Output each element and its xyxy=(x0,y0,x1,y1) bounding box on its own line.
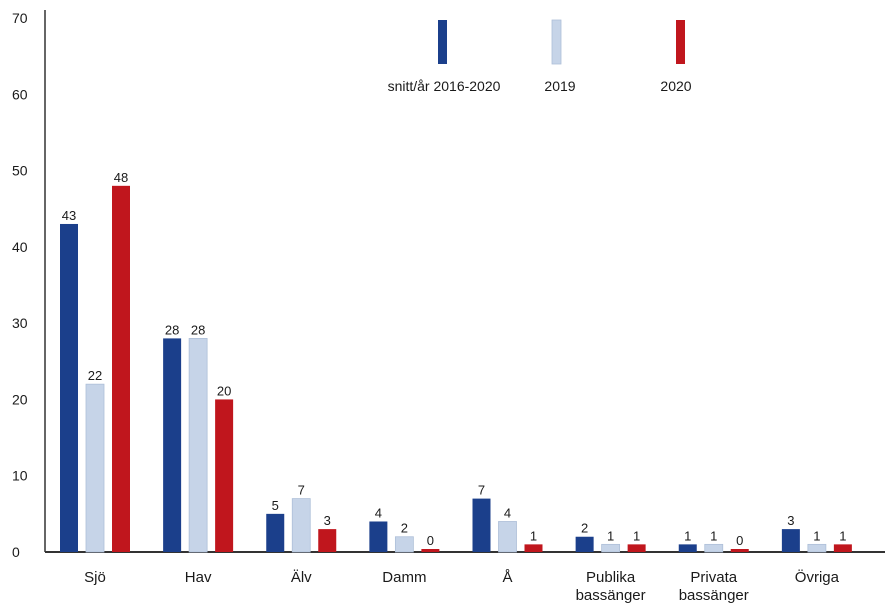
legend-swatch xyxy=(551,19,562,65)
category-label: Publika bassänger xyxy=(576,569,646,604)
bar xyxy=(188,337,208,553)
category-label: Övriga xyxy=(795,568,840,586)
data-label: 0 xyxy=(427,533,434,548)
data-label: 1 xyxy=(813,528,820,543)
y-tick-label: 60 xyxy=(12,86,28,102)
y-tick-label: 70 xyxy=(12,10,28,26)
legend-label: 2020 xyxy=(660,78,691,94)
bar xyxy=(678,544,697,552)
y-tick-label: 40 xyxy=(12,239,28,255)
bar xyxy=(601,543,621,553)
category-label: Hav xyxy=(185,569,212,586)
data-label: 4 xyxy=(504,505,511,520)
data-label: 1 xyxy=(530,528,537,543)
bar xyxy=(421,549,440,552)
bar xyxy=(266,513,285,552)
category-labels: Sjö Hav Älv Damm Å Publika bassänger Privata bas… xyxy=(84,568,839,604)
legend-label: 2019 xyxy=(544,78,575,94)
bar xyxy=(781,529,800,552)
bar xyxy=(627,544,646,552)
bar xyxy=(163,338,182,552)
data-label: 28 xyxy=(165,322,179,337)
data-label: 7 xyxy=(478,483,485,498)
bar xyxy=(472,498,491,552)
legend-swatch xyxy=(676,20,685,64)
legend-swatch xyxy=(438,20,447,64)
data-label: 1 xyxy=(607,528,614,543)
bar xyxy=(498,521,517,553)
bar xyxy=(524,544,543,552)
bar xyxy=(291,498,311,553)
bar xyxy=(704,543,724,553)
bar xyxy=(85,383,105,553)
y-tick-label: 10 xyxy=(12,468,28,484)
data-label: 1 xyxy=(684,528,691,543)
data-label: 43 xyxy=(62,208,76,223)
y-tick-label: 20 xyxy=(12,391,28,407)
legend-label: snitt/år 2016-2020 xyxy=(388,78,501,94)
category-label: Privata bassänger xyxy=(679,569,749,604)
category-label: Sjö xyxy=(84,569,106,586)
data-label: 3 xyxy=(324,513,331,528)
bar xyxy=(807,543,827,553)
data-label: 3 xyxy=(787,513,794,528)
data-label: 5 xyxy=(272,498,279,513)
y-tick-label: 30 xyxy=(12,315,28,331)
category-label: Damm xyxy=(382,569,426,586)
bar xyxy=(575,536,594,552)
bar xyxy=(730,549,749,552)
bars xyxy=(60,185,852,553)
data-label: 4 xyxy=(375,505,382,520)
bar xyxy=(369,521,388,552)
category-label: Älv xyxy=(291,569,312,586)
data-label: 0 xyxy=(736,533,743,548)
y-axis-ticks: 0 10 20 30 40 50 60 70 xyxy=(12,10,28,560)
category-label: Å xyxy=(502,569,512,586)
data-label: 2 xyxy=(581,521,588,536)
bar xyxy=(833,544,852,552)
data-label: 20 xyxy=(217,383,231,398)
data-label: 1 xyxy=(839,528,846,543)
data-label: 22 xyxy=(88,368,102,383)
bar xyxy=(394,536,414,553)
bar xyxy=(215,399,234,552)
bar xyxy=(60,223,78,552)
data-label: 1 xyxy=(633,528,640,543)
data-label: 2 xyxy=(401,521,408,536)
bar xyxy=(112,185,130,553)
y-tick-label: 50 xyxy=(12,163,28,179)
data-label: 28 xyxy=(191,322,205,337)
y-tick-label: 0 xyxy=(12,544,20,560)
legend: snitt/år 2016-2020 2019 2020 xyxy=(388,19,692,94)
bar xyxy=(318,529,337,552)
data-label: 1 xyxy=(710,528,717,543)
data-label: 7 xyxy=(298,483,305,498)
data-label: 48 xyxy=(114,170,128,185)
